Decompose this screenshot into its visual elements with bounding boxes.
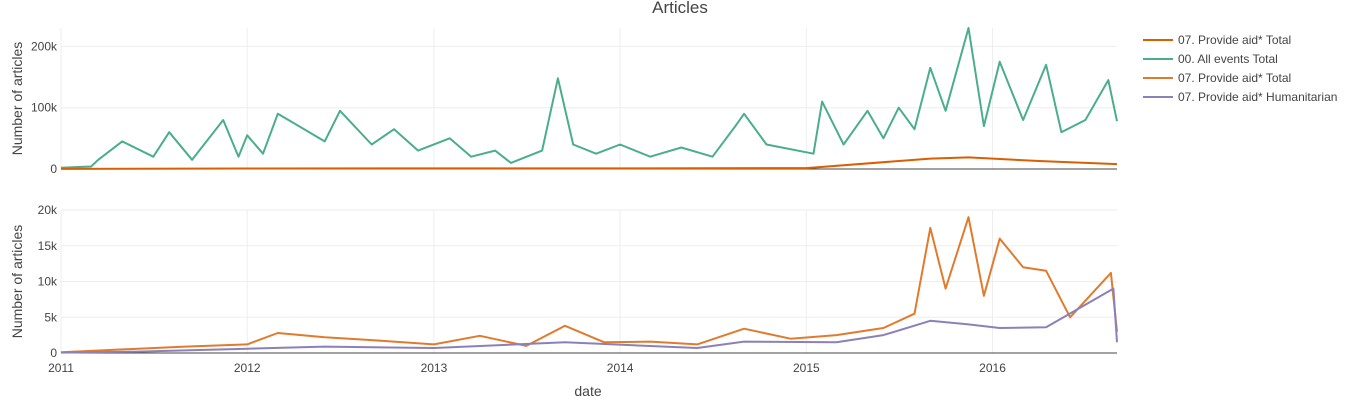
chart-title: Articles [652, 0, 708, 17]
legend-label: 07. Provide aid* Total [1178, 71, 1291, 85]
y-tick-label: 200k [31, 39, 58, 53]
legend-item[interactable]: 00. All events Total [1143, 52, 1278, 66]
y-tick-label: 5k [44, 310, 58, 324]
axis-layer: 2011 2012 2013 2014 2015 2016 0 100k 200k Number … [9, 39, 1006, 375]
x-tick-label: 2012 [234, 361, 261, 375]
y-tick-label: 20k [38, 203, 58, 217]
series-line[interactable] [60, 156, 1118, 170]
x-axis-title: date [574, 383, 601, 399]
x-tick-label: 2013 [421, 361, 448, 375]
y-tick-label: 0 [50, 346, 57, 360]
y-axis-title: Number of articles [9, 225, 25, 339]
y-tick-label: 10k [38, 275, 58, 289]
legend[interactable]: 07. Provide aid* Total 00. All events Tot… [1143, 33, 1337, 104]
series-layer [60, 27, 1118, 354]
y-axis-title: Number of articles [9, 42, 25, 156]
legend-label: 00. All events Total [1178, 52, 1278, 66]
legend-item[interactable]: 07. Provide aid* Total [1143, 33, 1291, 47]
grid-layer [60, 28, 1117, 354]
y-tick-label: 100k [31, 101, 58, 115]
legend-label: 07. Provide aid* Total [1178, 33, 1291, 47]
series-line[interactable] [60, 216, 1118, 354]
x-tick-label: 2016 [979, 361, 1006, 375]
legend-item[interactable]: 07. Provide aid* Total [1143, 71, 1291, 85]
series-line[interactable] [60, 287, 1118, 354]
legend-label: 07. Provide aid* Humanitarian [1178, 90, 1337, 104]
x-tick-label: 2014 [607, 361, 634, 375]
y-tick-label: 15k [38, 239, 58, 253]
legend-item[interactable]: 07. Provide aid* Humanitarian [1143, 90, 1337, 104]
series-line[interactable] [60, 27, 1118, 169]
x-tick-label: 2011 [48, 361, 74, 375]
x-tick-label: 2015 [793, 361, 820, 375]
y-tick-label: 0 [50, 162, 57, 176]
